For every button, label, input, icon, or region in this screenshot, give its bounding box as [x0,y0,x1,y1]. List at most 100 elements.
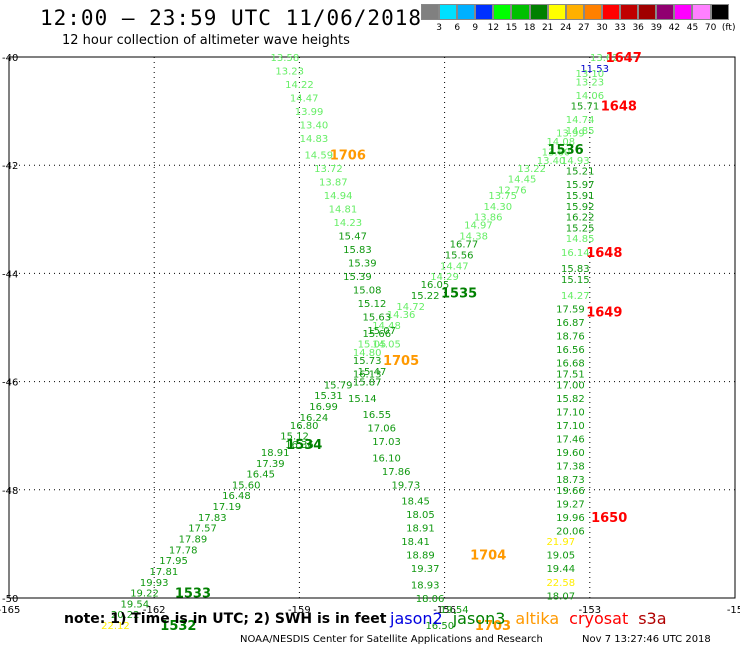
chart-title: 12:00 – 23:59 UTC 11/06/2018 [40,6,423,30]
pass-time-label: 1650 [591,511,627,526]
color-scale-label: 18 [523,23,536,33]
color-scale-labels: 3 6 9 12 15 18 21 24 27 30 33 36 39 42 45 70 (ft) [421,23,740,35]
wave-height-point: 17.86 [382,467,411,478]
color-swatch [547,4,566,20]
color-swatch [583,4,602,20]
color-scale-label: 30 [596,23,608,33]
wave-height-point: 14.27 [561,291,590,302]
wave-height-point: 16.77 [450,240,479,251]
wave-height-point: 11.53 [580,64,609,75]
wave-height-point: 16.24 [300,413,329,424]
wave-height-point: 15.39 [348,259,377,270]
color-swatch [529,4,548,20]
wave-height-point: 17.46 [556,434,585,445]
wave-height-point: 16.13 [353,369,382,380]
wave-height-point: 13.87 [319,177,348,188]
wave-height-point: 14.80 [353,348,382,359]
note-text: note: 1) Time is in UTC; 2) SWH is in fe… [64,611,387,627]
color-scale-label: 70 [704,23,717,33]
wave-height-point: 15.73 [353,356,382,367]
color-swatch [439,4,458,20]
wave-height-point: 15.56 [445,250,474,261]
wave-height-point: 18.45 [401,497,430,508]
wave-height-point: 18.91 [261,448,290,459]
wave-height-point: 13.86 [474,213,503,224]
wave-height-point: 19.73 [392,480,421,491]
wave-height-point: 13.40 [537,156,566,167]
wave-height-point: 14.29 [430,272,459,283]
wave-height-point: 16.45 [246,470,275,481]
wave-height-point: 14.36 [387,310,416,321]
wave-height-point: 15.25 [566,223,595,234]
wave-height-point: 14.97 [464,221,493,232]
wave-height-point: 18.07 [546,591,575,602]
wave-height-point: 17.03 [372,437,401,448]
chart-subtitle: 12 hour collection of altimeter wave hei… [62,33,350,48]
wave-height-point: 14.94 [324,191,353,202]
wave-height-point: 21.97 [546,537,575,548]
wave-height-point: 16.68 [556,359,585,370]
wave-height-point: 14.85 [566,126,595,137]
wave-height-point: 14.74 [566,115,595,126]
wave-height-point: 16.50 [425,621,454,632]
wave-height-point: 14.47 [440,261,469,272]
y-tick-label: -48 [2,486,18,497]
wave-height-point: 15.12 [280,432,309,443]
wave-height-point: 18.89 [406,551,435,562]
wave-height-point: 17.00 [556,380,585,391]
wave-height-point: 17.89 [179,534,208,545]
wave-height-point: 15.60 [232,480,261,491]
satellite-legend-item: s3a [638,609,667,628]
wave-height-point: 15.97 [566,180,595,191]
wave-height-point: 17.19 [212,502,241,513]
x-tick-label: -153 [578,605,601,616]
wave-height-point: 17.57 [188,524,217,535]
wave-height-point: 14.08 [546,137,575,148]
wave-height-point: 13.75 [488,191,517,202]
wave-height-point: 18.93 [411,580,440,591]
wave-height-point: 15.47 [338,232,367,243]
wave-height-point: 19.66 [556,486,585,497]
satellite-legend: jason2 jason3 altika cryosat s3a [390,609,677,628]
x-tick-label: -156 [433,605,456,616]
wave-height-point: 16.87 [556,318,585,329]
wave-height-point: 13.72 [314,164,343,175]
y-tick-label: -46 [2,378,18,389]
wave-height-point: 19.54 [121,599,150,610]
wave-height-point: 18.73 [556,475,585,486]
color-scale-bar [421,4,729,20]
wave-height-point: 19.27 [556,499,585,510]
wave-height-point: 14.72 [396,302,425,313]
wave-height-point: 16.99 [309,402,338,413]
wave-height-point: 14.23 [333,218,362,229]
satellite-legend-item: jason2 [390,609,443,628]
y-tick-label: -44 [2,269,18,280]
wave-height-point: 15.14 [348,394,377,405]
wave-height-point: 19.60 [556,448,585,459]
wave-height-point: 15.91 [566,191,595,202]
y-tick-label: -50 [2,594,18,605]
wave-height-point: 13.23 [575,77,604,88]
wave-height-point: 15.31 [314,391,343,402]
wave-height-point: 14.38 [459,232,488,243]
pass-time-label: 1533 [175,587,211,602]
wave-height-point: 19.54 [440,605,469,616]
wave-height-point: 15.87 [353,378,382,389]
wave-height-point: 19.93 [140,578,169,589]
color-swatch [674,4,693,20]
color-scale-label: 21 [541,23,554,33]
wave-height-point: 16.14 [561,248,590,259]
color-scale-label: 45 [686,23,699,33]
wave-height-point: 14.30 [484,202,513,213]
x-tick-label: -162 [143,605,166,616]
wave-height-point: 17.95 [159,556,188,567]
wave-height-point: 12.76 [498,186,527,197]
wave-height-point: 17.51 [556,369,585,380]
color-swatch [601,4,621,20]
wave-height-point: 14.81 [329,204,358,215]
x-tick-label: -159 [288,605,311,616]
wave-height-point: 14.22 [285,80,314,91]
wave-height-point: 15.12 [358,299,387,310]
wave-height-point: 17.39 [256,459,285,470]
